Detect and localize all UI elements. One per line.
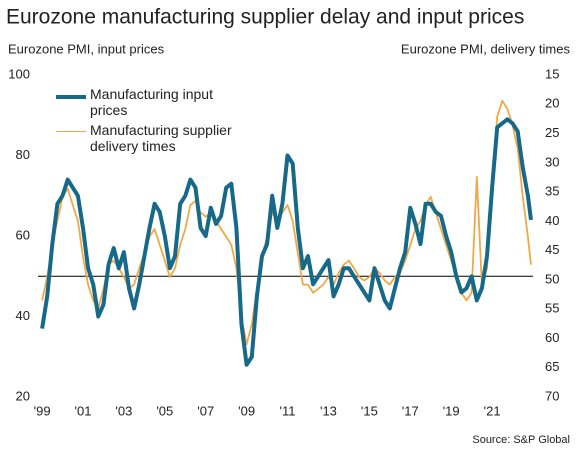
x-tick-label: '01 xyxy=(75,403,92,418)
y2-tick-label: 45 xyxy=(545,242,559,257)
y2-tick-label: 15 xyxy=(545,66,559,81)
legend-label: Manufacturing supplier delivery times xyxy=(90,122,232,154)
x-tick-label: '07 xyxy=(197,403,214,418)
y2-tick-label: 25 xyxy=(545,125,559,140)
y2-tick-label: 20 xyxy=(545,96,559,111)
legend: Manufacturing input prices Manufacturing … xyxy=(56,86,246,158)
legend-swatch xyxy=(56,95,86,99)
legend-item: Manufacturing supplier delivery times xyxy=(56,122,246,154)
y2-axis-label: Eurozone PMI, delivery times xyxy=(401,41,571,56)
series-line xyxy=(40,117,533,367)
y-axis-label: Eurozone PMI, input prices xyxy=(8,41,165,56)
y2-tick-label: 60 xyxy=(545,330,559,345)
y-tick-label: 60 xyxy=(16,227,30,242)
x-tick-label: '11 xyxy=(280,403,296,418)
legend-item: Manufacturing input prices xyxy=(56,86,246,118)
y2-tick-label: 40 xyxy=(545,213,559,228)
y2-tick-label: 35 xyxy=(545,184,559,199)
x-tick-label: '99 xyxy=(34,403,51,418)
legend-label: Manufacturing input prices xyxy=(90,86,213,118)
x-tick-label: '09 xyxy=(238,403,255,418)
y2-tick-label: 65 xyxy=(545,359,559,374)
y2-tick-label: 30 xyxy=(545,154,559,169)
y-tick-label: 100 xyxy=(8,66,30,81)
x-tick-label: '13 xyxy=(320,403,337,418)
x-tick-label: '19 xyxy=(443,403,460,418)
x-tick-label: '21 xyxy=(484,403,501,418)
chart-title: Eurozone manufacturing supplier delay an… xyxy=(6,6,524,29)
y2-tick-label: 55 xyxy=(545,301,559,316)
y2-tick-label: 50 xyxy=(545,271,559,286)
y-tick-label: 80 xyxy=(16,147,30,162)
legend-swatch xyxy=(56,131,86,132)
y-tick-label: 20 xyxy=(16,388,30,403)
x-tick-label: '05 xyxy=(156,403,173,418)
y2-tick-label: 70 xyxy=(545,388,559,403)
y-tick-label: 40 xyxy=(16,308,30,323)
x-tick-label: '03 xyxy=(115,403,132,418)
x-tick-label: '15 xyxy=(361,403,378,418)
source: Source: S&P Global xyxy=(472,434,570,446)
x-tick-label: '17 xyxy=(402,403,419,418)
